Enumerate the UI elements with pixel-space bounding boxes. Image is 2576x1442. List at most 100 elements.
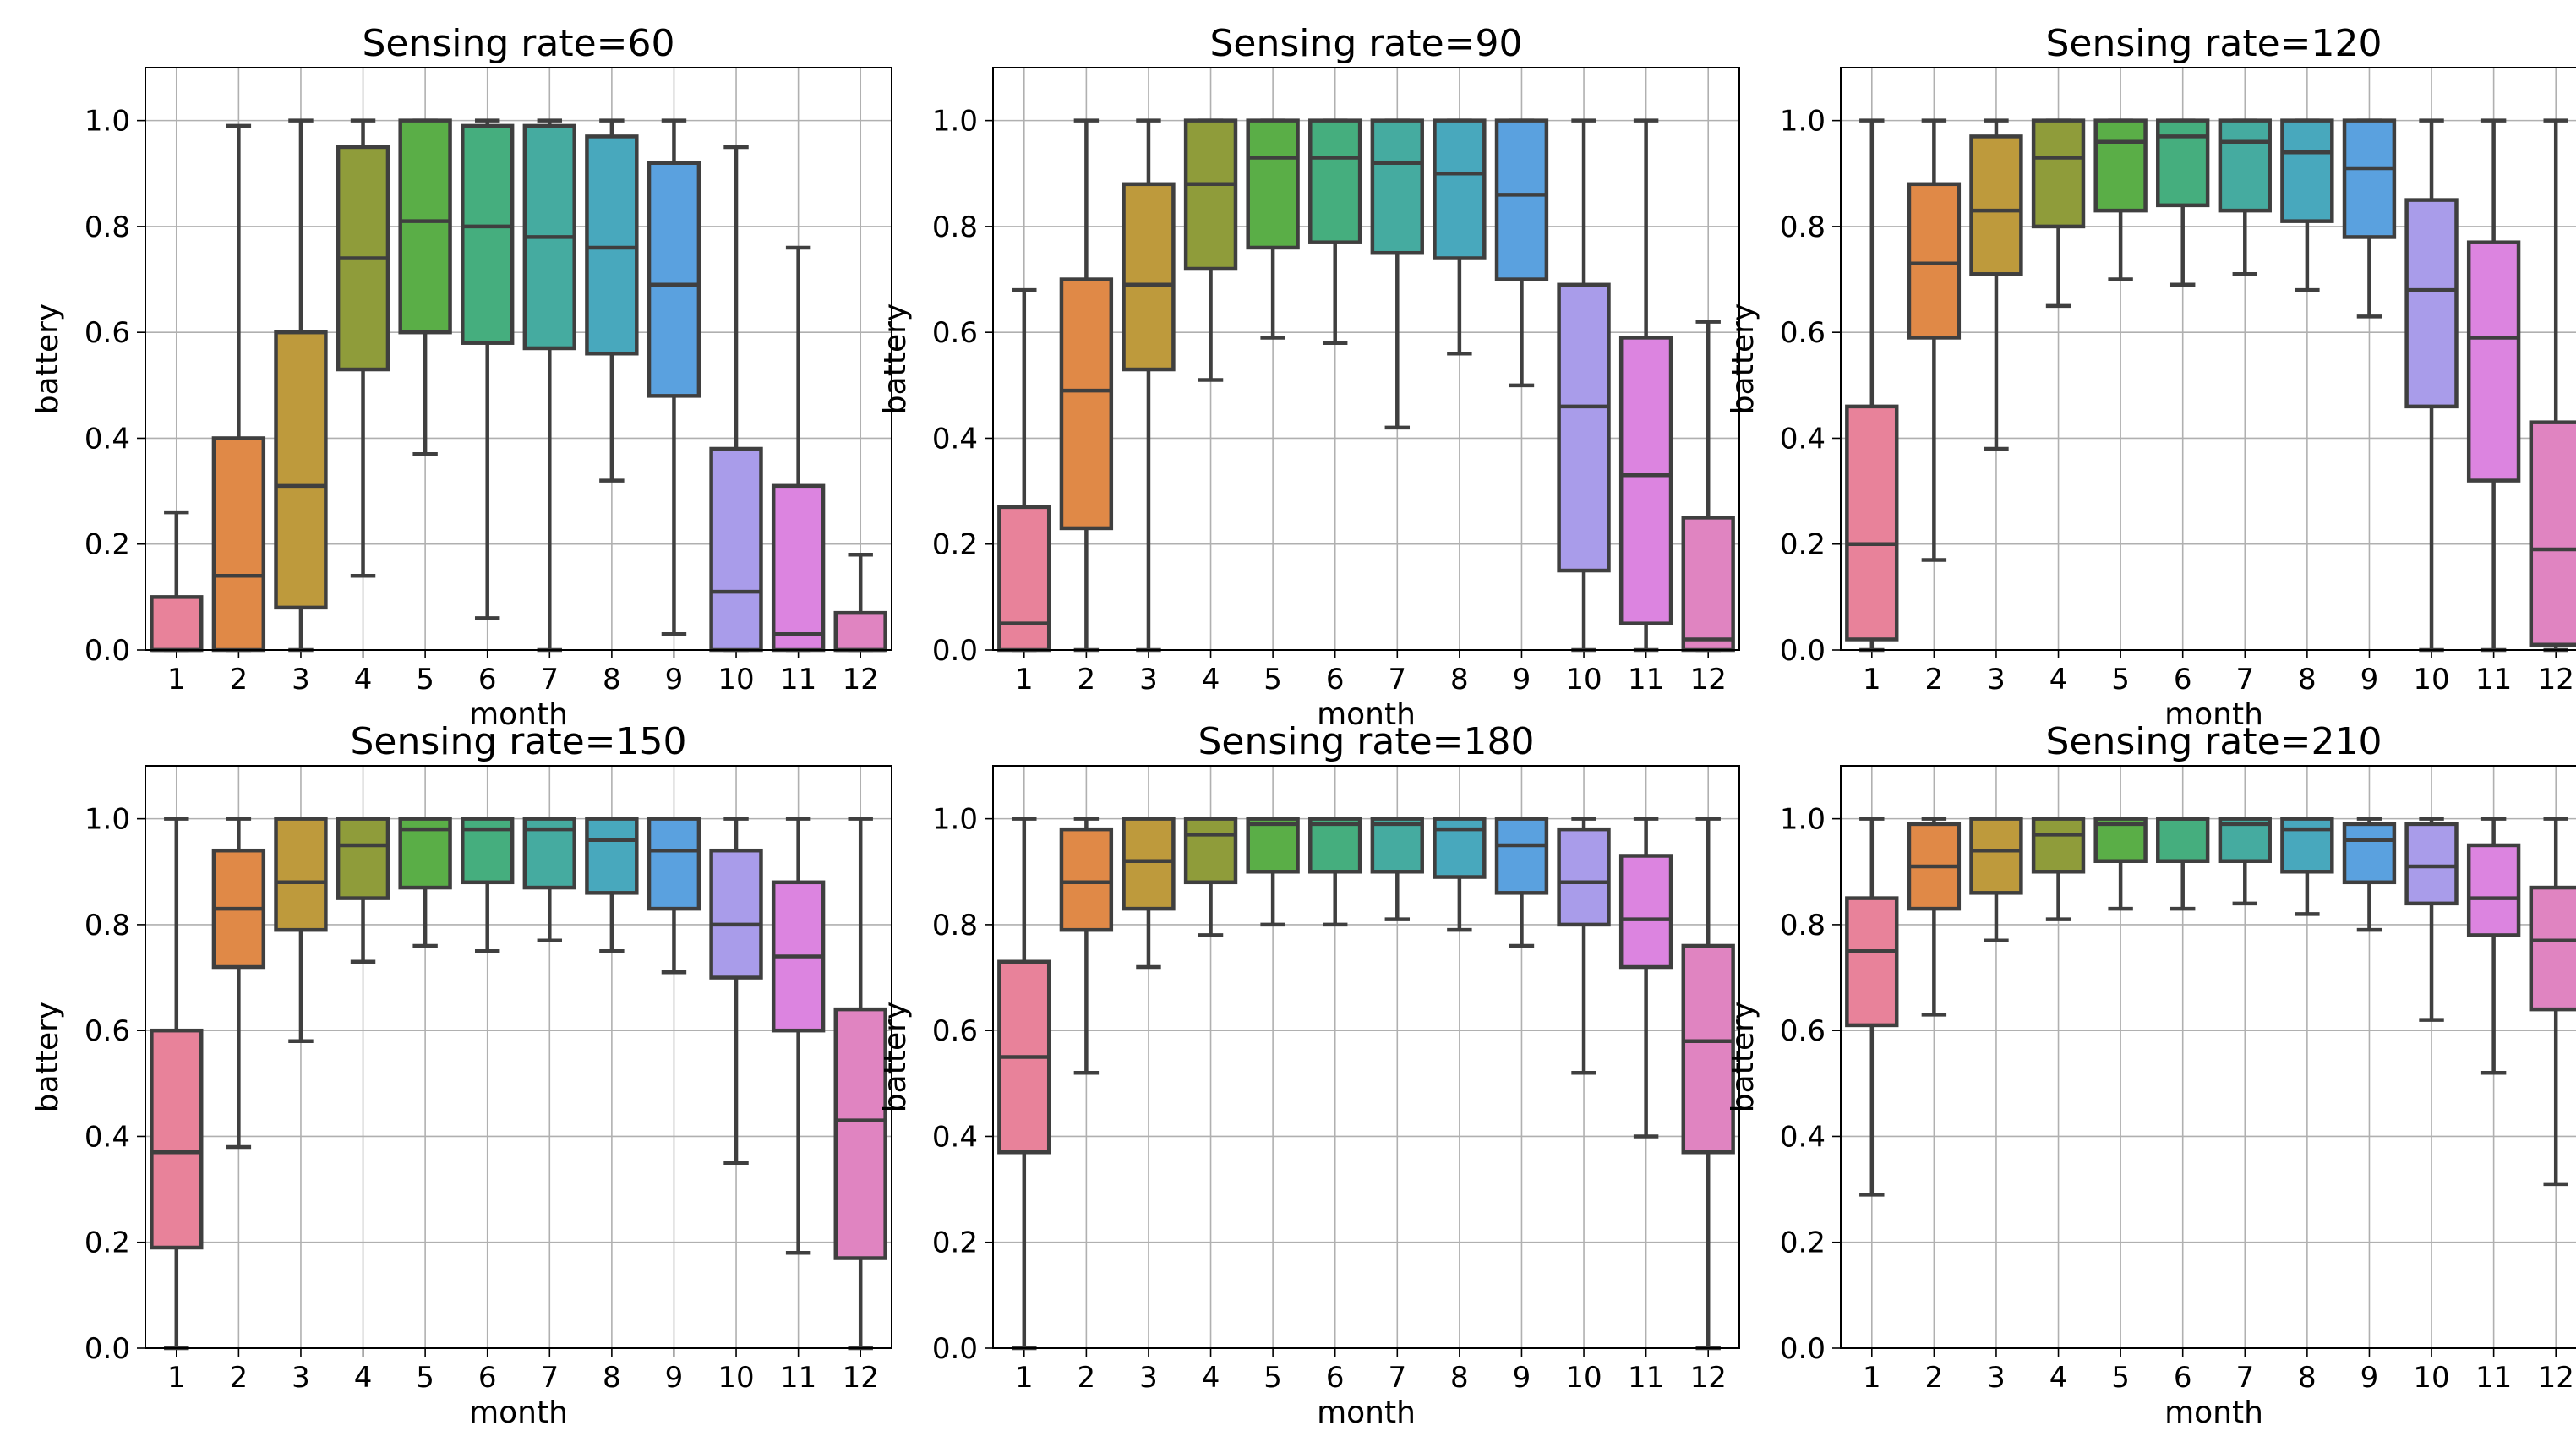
box-month-11 (2466, 118, 2521, 653)
box-month-3 (1122, 118, 1176, 653)
box-month-4 (1183, 817, 1238, 937)
box-body (1059, 277, 1114, 531)
box-month-2 (211, 817, 266, 1150)
box-month-1 (1845, 118, 1899, 653)
x-tick-label: 6 (478, 663, 497, 696)
box-month-8 (2280, 817, 2334, 916)
x-tick-label: 12 (843, 1361, 879, 1395)
axes-frame (1840, 765, 2576, 1349)
box-month-11 (1618, 118, 1673, 653)
box-body (274, 817, 328, 932)
x-tick-label: 4 (1202, 1361, 1220, 1395)
y-tick-label: 0.8 (932, 909, 978, 942)
y-tick-label: 0.8 (1780, 210, 1826, 244)
box-body (2404, 822, 2459, 906)
x-tick-label: 1 (167, 1361, 186, 1395)
box-month-3 (274, 817, 328, 1043)
box-body (1433, 118, 1487, 260)
box-month-12 (1681, 817, 1735, 1351)
y-tick-label: 0.0 (85, 1332, 130, 1366)
x-tick-label: 12 (1690, 1361, 1727, 1395)
box-month-5 (2093, 817, 2148, 911)
box-body (833, 1007, 887, 1260)
box-month-4 (2031, 817, 2086, 921)
x-tick-label: 1 (167, 663, 186, 696)
x-axis-label: month (1317, 697, 1416, 732)
box-body (2529, 885, 2576, 1012)
box-month-11 (771, 245, 826, 653)
y-tick-label: 0.2 (85, 528, 130, 562)
box-month-10 (709, 145, 763, 653)
box-month-9 (2342, 118, 2397, 319)
y-tick-label: 1.0 (85, 105, 130, 139)
y-tick-label: 0.2 (1780, 528, 1826, 562)
x-tick-label: 7 (1388, 1361, 1406, 1395)
axes-frame (1840, 67, 2576, 651)
box-body (585, 817, 639, 895)
box-month-6 (2156, 817, 2210, 911)
box-month-5 (1246, 817, 1300, 927)
y-tick-label: 0.4 (1780, 422, 1826, 456)
x-tick-label: 10 (718, 663, 754, 696)
box-month-8 (1433, 118, 1487, 356)
box-body (709, 446, 763, 653)
x-tick-label: 11 (2475, 663, 2512, 696)
box-body (2031, 817, 2086, 874)
y-tick-label: 0.6 (85, 316, 130, 350)
x-tick-label: 10 (2413, 1361, 2449, 1395)
y-tick-label: 1.0 (1780, 105, 1826, 139)
y-tick-label: 1.0 (932, 105, 978, 139)
box-body (1059, 827, 1114, 932)
box-month-1 (1845, 817, 1899, 1197)
box-month-10 (1557, 118, 1611, 653)
box-month-10 (1557, 817, 1611, 1075)
box-month-9 (1494, 817, 1549, 948)
x-tick-label: 8 (2298, 1361, 2317, 1395)
plot-area (145, 766, 892, 1348)
x-tick-label: 6 (478, 1361, 497, 1395)
x-tick-label: 9 (2360, 663, 2379, 696)
box-body (2031, 118, 2086, 229)
box-body (647, 817, 701, 911)
box-body (2280, 118, 2334, 223)
x-tick-label: 7 (2235, 1361, 2254, 1395)
box-body (2404, 198, 2459, 409)
x-tick-label: 4 (354, 1361, 373, 1395)
box-body (2280, 817, 2334, 874)
y-tick-label: 0.6 (85, 1014, 130, 1048)
y-tick-label: 0.4 (85, 422, 130, 456)
box-month-8 (585, 817, 639, 953)
chart-panel: 0.00.20.40.60.81.01 2 3 4 5 6 7 8 9 10 11 12Sensing… (1726, 720, 2576, 1430)
x-tick-label: 2 (1925, 663, 1944, 696)
box-month-4 (336, 817, 390, 964)
box-month-3 (1969, 118, 2023, 451)
box-body (1183, 118, 1238, 271)
box-month-1 (150, 817, 204, 1351)
x-tick-label: 11 (780, 1361, 816, 1395)
box-body (2466, 240, 2521, 483)
x-tick-label: 3 (1987, 1361, 2006, 1395)
box-month-12 (833, 817, 887, 1351)
box-month-9 (2342, 817, 2397, 932)
box-month-5 (398, 118, 452, 456)
y-tick-label: 0.6 (1780, 1014, 1826, 1048)
x-tick-label: 1 (1863, 663, 1881, 696)
box-body (1370, 118, 1424, 255)
x-tick-label: 3 (1139, 1361, 1158, 1395)
x-tick-label: 6 (2174, 1361, 2192, 1395)
x-tick-label: 4 (354, 663, 373, 696)
x-tick-label: 5 (416, 663, 434, 696)
x-tick-label: 4 (1202, 663, 1220, 696)
y-tick-label: 0.4 (932, 422, 978, 456)
box-month-3 (1969, 817, 2023, 942)
chart-title: Sensing rate=60 (362, 22, 674, 65)
x-tick-label: 4 (2049, 663, 2068, 696)
box-body (1681, 516, 1735, 653)
x-tick-label: 8 (2298, 663, 2317, 696)
x-tick-label: 5 (1263, 663, 1282, 696)
axes-frame (992, 765, 1740, 1349)
box-month-3 (1122, 817, 1176, 970)
axes-frame (145, 765, 892, 1349)
box-body (833, 610, 887, 653)
box-month-7 (2218, 118, 2272, 276)
